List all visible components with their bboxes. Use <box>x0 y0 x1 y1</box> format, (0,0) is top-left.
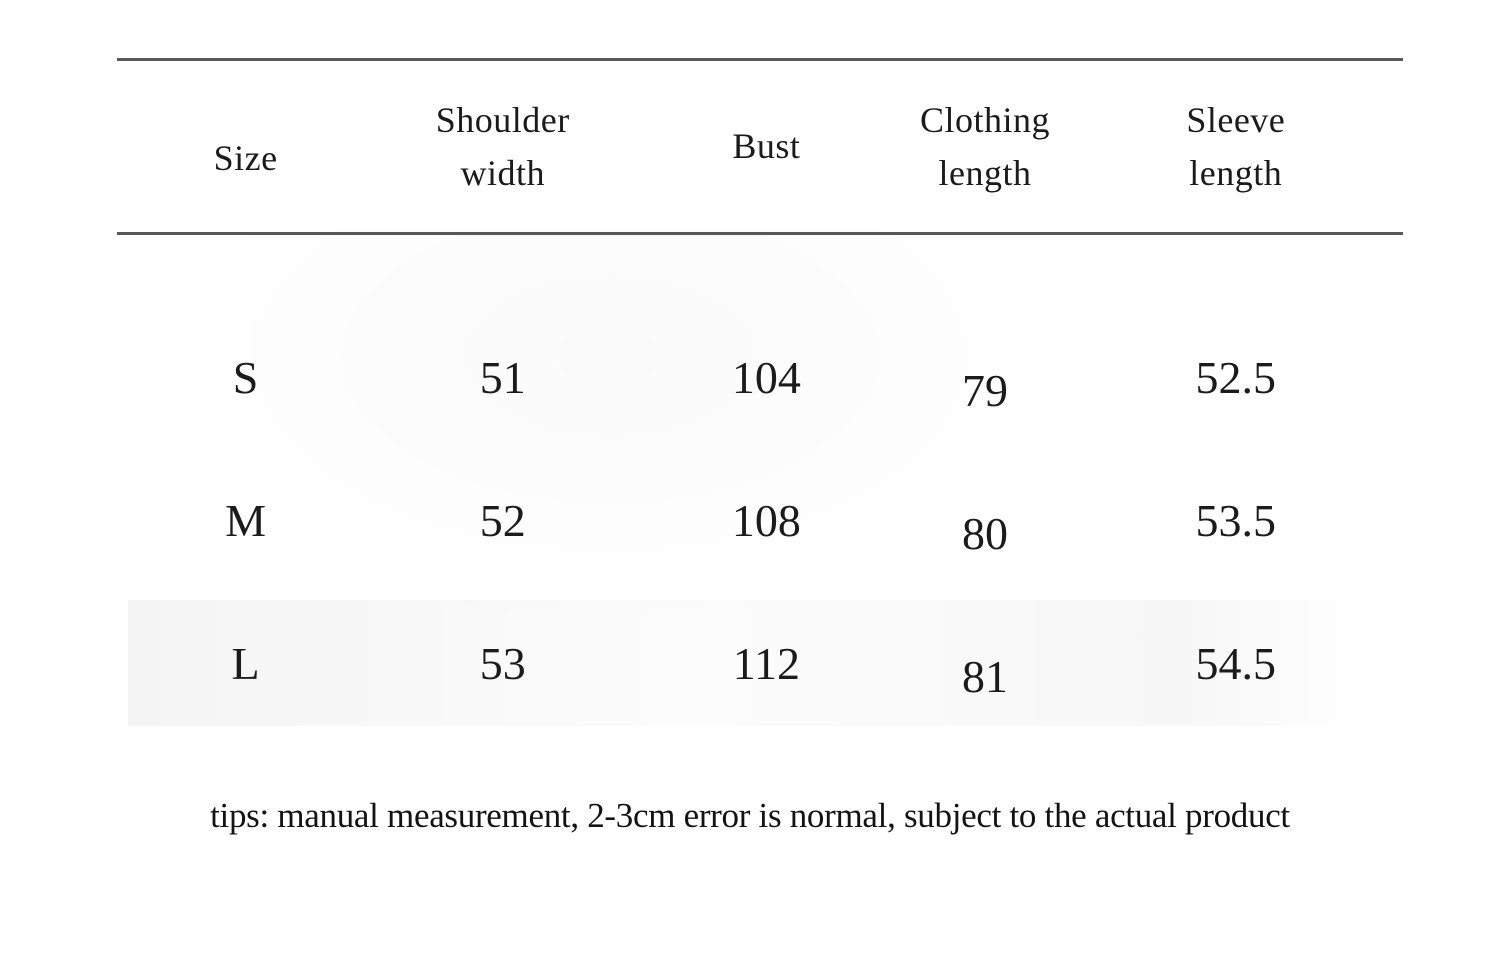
spacer-row <box>117 234 1403 306</box>
cell-l-shoulder: 53 <box>374 592 631 735</box>
header-shoulder-width-label: Shoulder width <box>435 100 570 193</box>
value-l-shoulder: 53 <box>479 637 526 689</box>
value-m-size: M <box>225 494 267 546</box>
value-m-clothing: 80 <box>962 507 1008 559</box>
table-row-m: M 52 108 80 53.5 <box>117 449 1403 592</box>
cell-s-clothing: 79 <box>901 306 1068 449</box>
cell-s-shoulder: 51 <box>374 306 631 449</box>
cell-l-clothing: 81 <box>901 592 1068 735</box>
value-l-clothing: 81 <box>962 650 1008 702</box>
cell-m-shoulder: 52 <box>374 449 631 592</box>
value-s-size: S <box>232 351 259 403</box>
size-table-header: Size Shoulder width Bust Clothing length… <box>117 58 1403 235</box>
header-shoulder-width: Shoulder width <box>374 58 632 235</box>
cell-s-bust: 104 <box>631 306 901 449</box>
header-bust: Bust <box>631 58 902 235</box>
value-m-shoulder: 52 <box>479 494 526 546</box>
header-clothing-length-label: Clothing length <box>919 100 1051 193</box>
cell-s-size: S <box>117 306 374 449</box>
measurement-tips-text: tips: manual measurement, 2-3cm error is… <box>210 796 1290 835</box>
value-l-bust: 112 <box>732 637 801 689</box>
table-row-l: L 53 112 81 54.5 <box>117 592 1403 735</box>
size-table-body: S 51 104 79 52.5 M 52 108 80 53.5 L 53 1… <box>117 234 1403 735</box>
cell-m-bust: 108 <box>631 449 901 592</box>
header-sleeve-length: Sleeve length <box>1068 58 1403 235</box>
cell-l-sleeve: 54.5 <box>1069 592 1403 735</box>
cell-m-clothing: 80 <box>901 449 1068 592</box>
value-s-bust: 104 <box>731 351 801 403</box>
value-l-sleeve: 54.5 <box>1195 637 1277 689</box>
value-s-clothing: 79 <box>962 364 1008 416</box>
table-row-s: S 51 104 79 52.5 <box>117 306 1403 449</box>
header-clothing-length: Clothing length <box>901 58 1069 235</box>
size-table: Size Shoulder width Bust Clothing length… <box>117 58 1403 735</box>
header-size-label: Size <box>213 138 278 179</box>
value-s-shoulder: 51 <box>479 351 526 403</box>
cell-l-bust: 112 <box>631 592 901 735</box>
value-m-sleeve: 53.5 <box>1195 494 1277 546</box>
cell-l-size: L <box>117 592 374 735</box>
header-sleeve-length-label: Sleeve length <box>1186 100 1286 193</box>
value-s-sleeve: 52.5 <box>1195 351 1277 403</box>
value-m-bust: 108 <box>731 494 801 546</box>
size-table-container: Size Shoulder width Bust Clothing length… <box>117 58 1403 735</box>
cell-m-size: M <box>117 449 374 592</box>
cell-s-sleeve: 52.5 <box>1069 306 1403 449</box>
value-l-size: L <box>231 637 260 689</box>
header-row: Size Shoulder width Bust Clothing length… <box>117 58 1403 235</box>
cell-m-sleeve: 53.5 <box>1069 449 1403 592</box>
header-size: Size <box>117 58 375 235</box>
header-bust-label: Bust <box>732 126 801 167</box>
